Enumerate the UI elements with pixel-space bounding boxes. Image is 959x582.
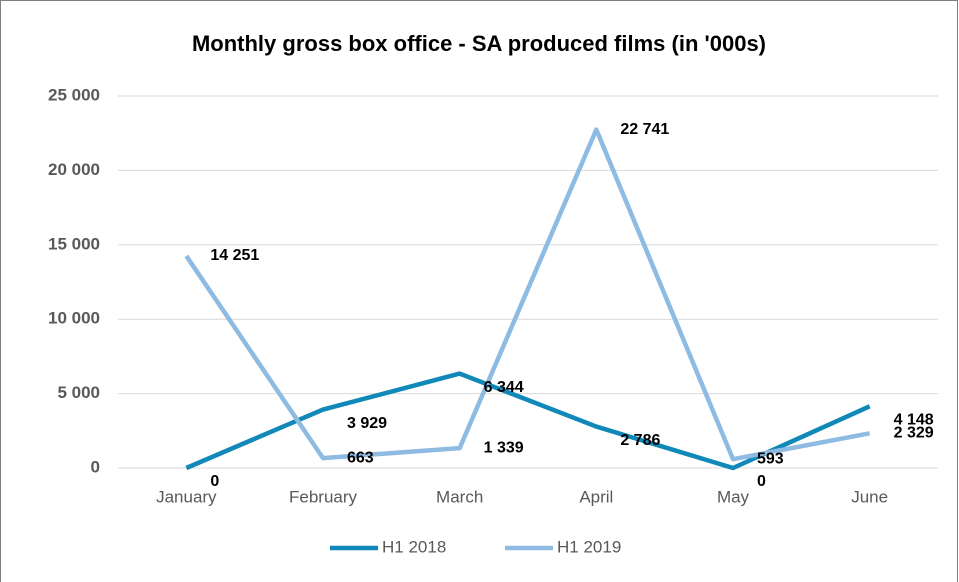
data-label: 4 148 xyxy=(894,411,934,428)
x-tick-label: April xyxy=(579,487,613,506)
y-tick-label: 5 000 xyxy=(57,383,100,402)
data-label: 6 344 xyxy=(484,379,524,396)
y-tick-label: 10 000 xyxy=(48,309,100,328)
y-tick-label: 20 000 xyxy=(48,160,100,179)
data-label: 22 741 xyxy=(620,121,669,138)
line-series xyxy=(184,127,871,462)
x-tick-label: January xyxy=(156,487,217,506)
data-label: 14 251 xyxy=(210,247,259,264)
line-series xyxy=(185,371,871,471)
data-label: 0 xyxy=(210,473,219,490)
legend-label: H1 2018 xyxy=(382,537,446,556)
x-tick-label: June xyxy=(851,487,888,506)
x-tick-label: February xyxy=(289,487,358,506)
y-tick-label: 0 xyxy=(91,457,100,476)
data-label: 3 929 xyxy=(347,415,387,432)
x-tick-label: March xyxy=(436,487,483,506)
chart-title: Monthly gross box office - SA produced f… xyxy=(192,31,766,56)
y-tick-label: 15 000 xyxy=(48,234,100,253)
data-label: 593 xyxy=(757,450,784,467)
data-label: 0 xyxy=(757,473,766,490)
legend-label: H1 2019 xyxy=(557,537,621,556)
data-label: 2 786 xyxy=(620,432,660,449)
data-label: 2 329 xyxy=(894,425,934,442)
data-label: 1 339 xyxy=(484,439,524,456)
x-tick-label: May xyxy=(717,487,750,506)
data-label: 663 xyxy=(347,449,374,466)
y-tick-label: 25 000 xyxy=(48,85,100,104)
